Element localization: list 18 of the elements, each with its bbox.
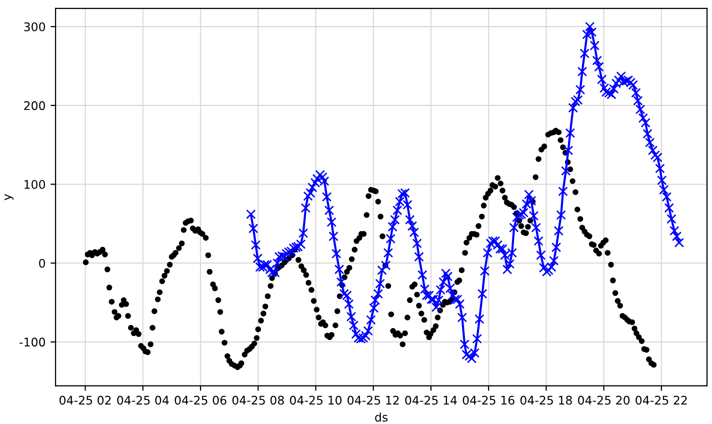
x-tick-label: 04-25 18 [520, 396, 572, 405]
y-tick-label: 200 [24, 101, 46, 110]
x-axis-title: ds [375, 412, 388, 422]
x-tick-label: 04-25 02 [60, 396, 111, 405]
x-tick-label: 04-25 14 [405, 396, 457, 405]
y-tick-label: 300 [24, 22, 46, 32]
y-tick-label: -100 [20, 338, 46, 347]
y-axis-title: y [4, 194, 14, 200]
x-tick-label: 04-25 04 [117, 396, 169, 405]
x-tick-label: 04-25 12 [348, 396, 399, 405]
x-tick-label: 04-25 20 [578, 396, 630, 405]
y-tick-label: 0 [39, 258, 46, 268]
x-tick-label: 04-25 10 [290, 396, 342, 405]
x-tick-label: 04-25 08 [232, 396, 284, 405]
x-tick-label: 04-25 06 [174, 396, 226, 405]
x-tick-label: 04-25 16 [462, 396, 514, 405]
y-tick-label: 100 [24, 180, 46, 189]
x-tick-label: 04-25 22 [636, 396, 687, 405]
